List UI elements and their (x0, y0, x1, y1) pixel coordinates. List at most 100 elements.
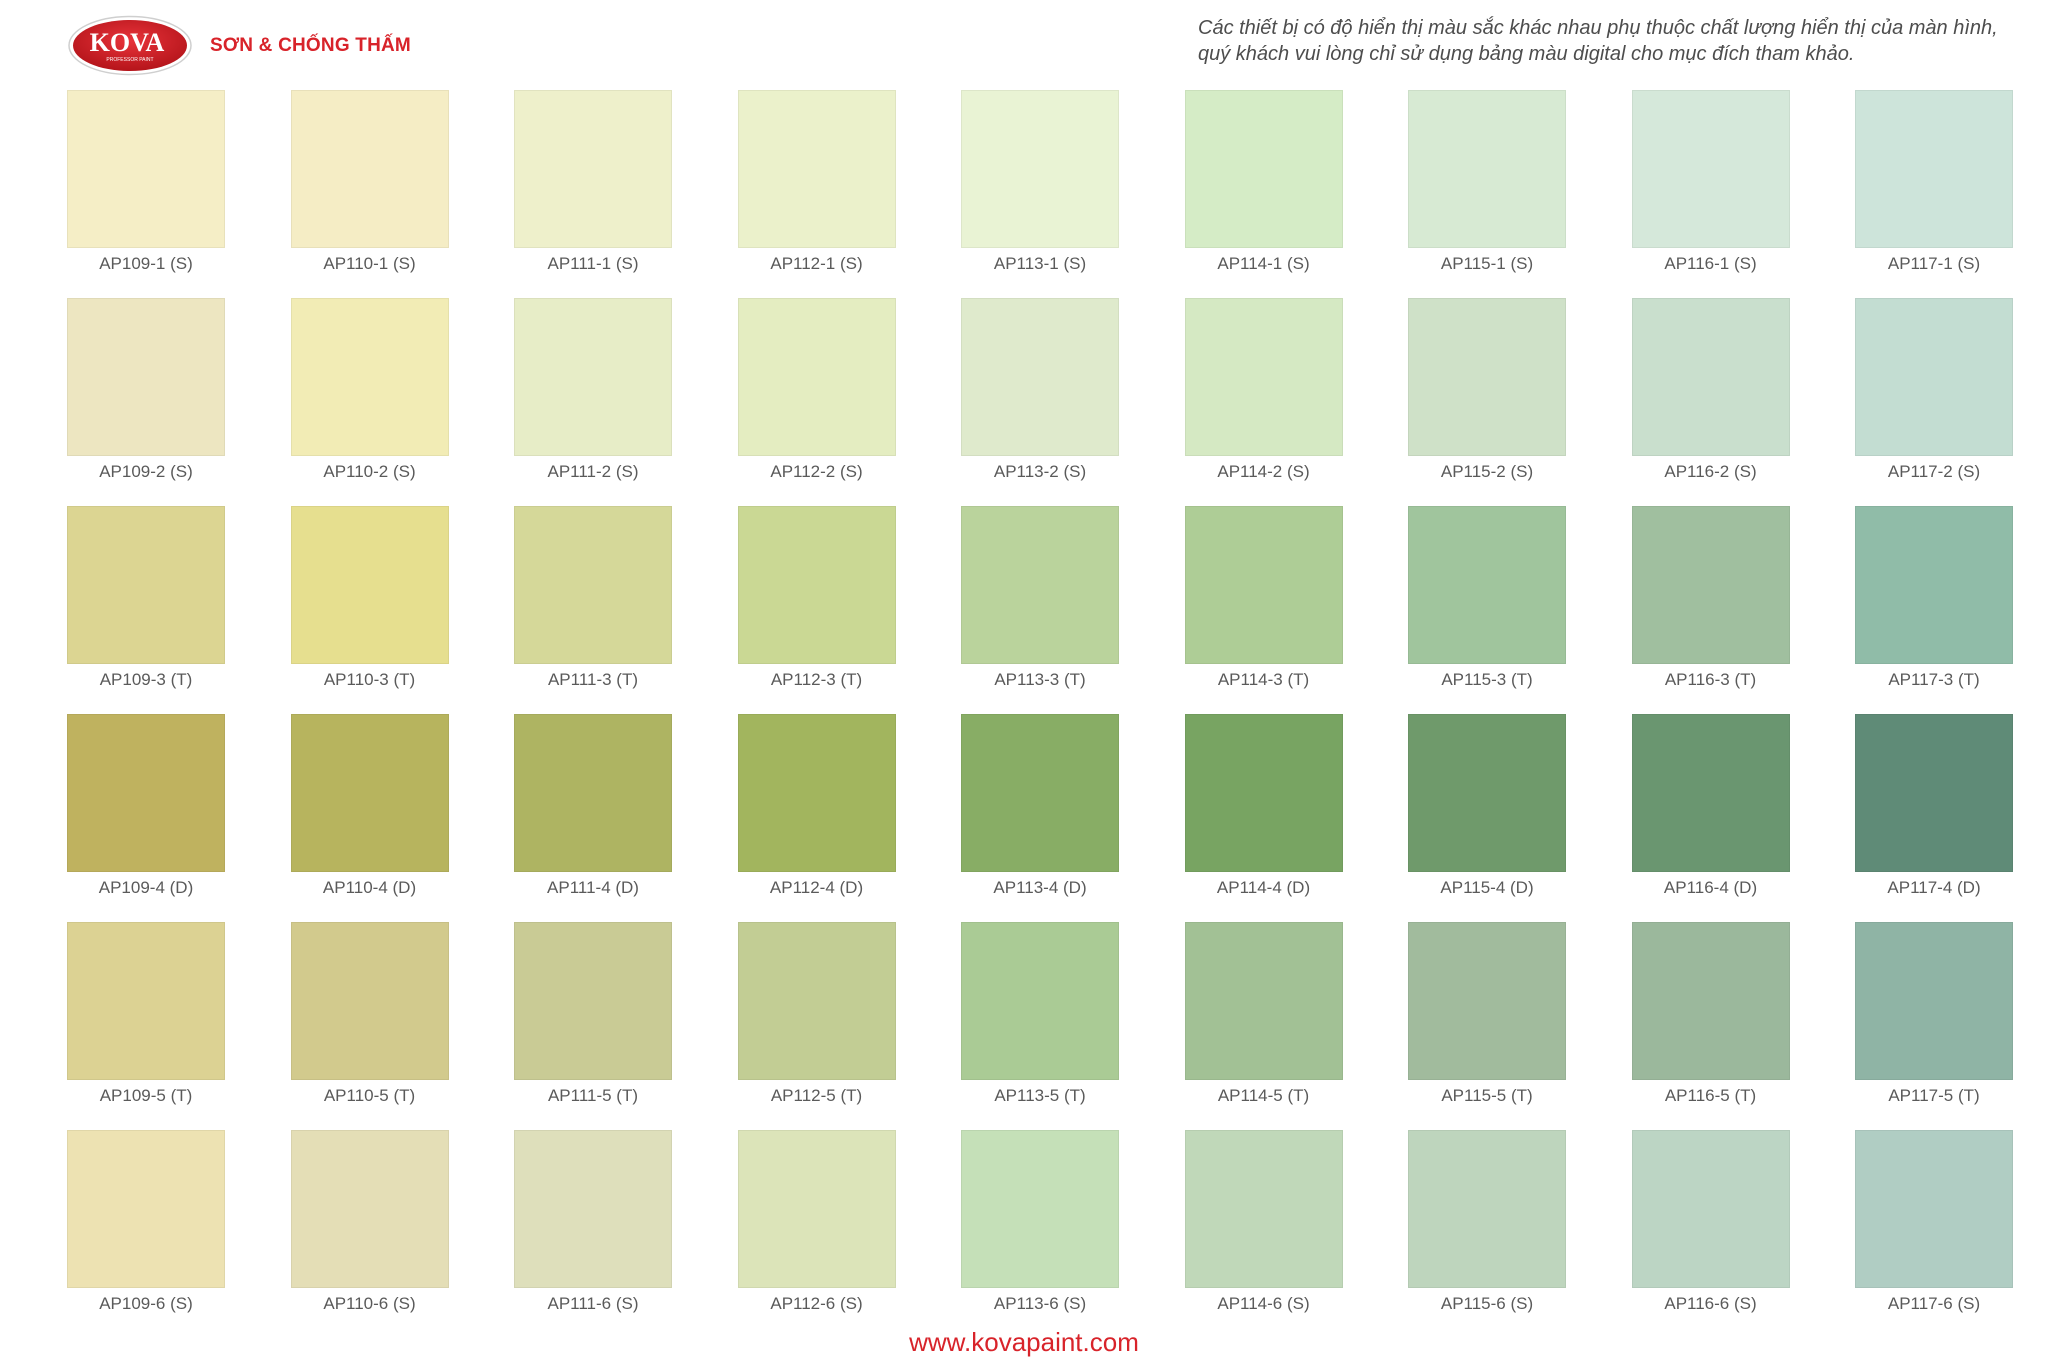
color-swatch[interactable]: AP117-6 (S) (1855, 1130, 2013, 1338)
swatch-chip[interactable] (737, 506, 896, 664)
color-swatch[interactable]: AP115-2 (S) (1408, 298, 1566, 506)
color-swatch[interactable]: AP116-6 (S) (1631, 1130, 1790, 1338)
swatch-chip[interactable] (290, 1130, 449, 1288)
swatch-chip[interactable] (67, 922, 225, 1080)
color-swatch[interactable]: AP111-5 (T) (514, 922, 672, 1130)
swatch-chip[interactable] (1184, 506, 1343, 664)
color-swatch[interactable]: AP113-4 (D) (961, 714, 1119, 922)
swatch-chip[interactable] (1631, 298, 1790, 456)
swatch-chip[interactable] (67, 90, 225, 248)
swatch-chip[interactable] (1631, 714, 1790, 872)
swatch-chip[interactable] (1855, 90, 2013, 248)
swatch-chip[interactable] (514, 298, 672, 456)
color-swatch[interactable]: AP110-1 (S) (290, 90, 449, 298)
swatch-chip[interactable] (737, 714, 896, 872)
color-swatch[interactable]: AP115-3 (T) (1408, 506, 1566, 714)
swatch-chip[interactable] (1184, 90, 1343, 248)
swatch-chip[interactable] (737, 1130, 896, 1288)
swatch-chip[interactable] (67, 714, 225, 872)
color-swatch[interactable]: AP110-6 (S) (290, 1130, 449, 1338)
color-swatch[interactable]: AP110-2 (S) (290, 298, 449, 506)
color-swatch[interactable]: AP110-3 (T) (290, 506, 449, 714)
swatch-chip[interactable] (1631, 506, 1790, 664)
swatch-chip[interactable] (290, 506, 449, 664)
swatch-chip[interactable] (1855, 506, 2013, 664)
color-swatch[interactable]: AP113-3 (T) (961, 506, 1119, 714)
color-swatch[interactable]: AP115-6 (S) (1408, 1130, 1566, 1338)
color-swatch[interactable]: AP111-6 (S) (514, 1130, 672, 1338)
swatch-chip[interactable] (961, 714, 1119, 872)
color-swatch[interactable]: AP115-4 (D) (1408, 714, 1566, 922)
color-swatch[interactable]: AP113-5 (T) (961, 922, 1119, 1130)
swatch-chip[interactable] (290, 90, 449, 248)
color-swatch[interactable]: AP110-5 (T) (290, 922, 449, 1130)
color-swatch[interactable]: AP116-2 (S) (1631, 298, 1790, 506)
swatch-chip[interactable] (1855, 1130, 2013, 1288)
swatch-chip[interactable] (1408, 506, 1566, 664)
swatch-chip[interactable] (514, 714, 672, 872)
swatch-chip[interactable] (1408, 1130, 1566, 1288)
color-swatch[interactable]: AP113-2 (S) (961, 298, 1119, 506)
swatch-chip[interactable] (514, 90, 672, 248)
color-swatch[interactable]: AP116-1 (S) (1631, 90, 1790, 298)
color-swatch[interactable]: AP109-6 (S) (67, 1130, 225, 1338)
website-link[interactable]: www.kovapaint.com (909, 1327, 1139, 1357)
color-swatch[interactable]: AP116-4 (D) (1631, 714, 1790, 922)
swatch-chip[interactable] (961, 1130, 1119, 1288)
color-swatch[interactable]: AP112-6 (S) (737, 1130, 896, 1338)
color-swatch[interactable]: AP111-2 (S) (514, 298, 672, 506)
swatch-chip[interactable] (1184, 298, 1343, 456)
swatch-chip[interactable] (514, 1130, 672, 1288)
swatch-chip[interactable] (961, 298, 1119, 456)
color-swatch[interactable]: AP110-4 (D) (290, 714, 449, 922)
color-swatch[interactable]: AP112-2 (S) (737, 298, 896, 506)
color-swatch[interactable]: AP117-1 (S) (1855, 90, 2013, 298)
color-swatch[interactable]: AP109-3 (T) (67, 506, 225, 714)
swatch-chip[interactable] (1855, 298, 2013, 456)
kova-logo[interactable]: KOVA PROFESSOR PAINT (67, 15, 193, 76)
color-swatch[interactable]: AP112-1 (S) (737, 90, 896, 298)
swatch-chip[interactable] (737, 90, 896, 248)
swatch-chip[interactable] (290, 298, 449, 456)
swatch-chip[interactable] (1408, 90, 1566, 248)
swatch-chip[interactable] (1408, 714, 1566, 872)
swatch-chip[interactable] (1184, 1130, 1343, 1288)
color-swatch[interactable]: AP111-3 (T) (514, 506, 672, 714)
color-swatch[interactable]: AP114-6 (S) (1184, 1130, 1343, 1338)
swatch-chip[interactable] (961, 506, 1119, 664)
color-swatch[interactable]: AP115-5 (T) (1408, 922, 1566, 1130)
color-swatch[interactable]: AP113-1 (S) (961, 90, 1119, 298)
swatch-chip[interactable] (1631, 90, 1790, 248)
color-swatch[interactable]: AP114-4 (D) (1184, 714, 1343, 922)
color-swatch[interactable]: AP109-4 (D) (67, 714, 225, 922)
swatch-chip[interactable] (290, 922, 449, 1080)
swatch-chip[interactable] (67, 298, 225, 456)
color-swatch[interactable]: AP112-5 (T) (737, 922, 896, 1130)
swatch-chip[interactable] (514, 506, 672, 664)
swatch-chip[interactable] (67, 506, 225, 664)
color-swatch[interactable]: AP112-4 (D) (737, 714, 896, 922)
swatch-chip[interactable] (1408, 922, 1566, 1080)
swatch-chip[interactable] (290, 714, 449, 872)
color-swatch[interactable]: AP109-1 (S) (67, 90, 225, 298)
color-swatch[interactable]: AP112-3 (T) (737, 506, 896, 714)
swatch-chip[interactable] (1855, 922, 2013, 1080)
color-swatch[interactable]: AP117-3 (T) (1855, 506, 2013, 714)
swatch-chip[interactable] (1408, 298, 1566, 456)
color-swatch[interactable]: AP116-3 (T) (1631, 506, 1790, 714)
swatch-chip[interactable] (1631, 922, 1790, 1080)
color-swatch[interactable]: AP116-5 (T) (1631, 922, 1790, 1130)
color-swatch[interactable]: AP117-4 (D) (1855, 714, 2013, 922)
color-swatch[interactable]: AP109-2 (S) (67, 298, 225, 506)
swatch-chip[interactable] (1184, 714, 1343, 872)
swatch-chip[interactable] (514, 922, 672, 1080)
color-swatch[interactable]: AP115-1 (S) (1408, 90, 1566, 298)
swatch-chip[interactable] (1855, 714, 2013, 872)
swatch-chip[interactable] (961, 90, 1119, 248)
color-swatch[interactable]: AP117-2 (S) (1855, 298, 2013, 506)
color-swatch[interactable]: AP114-5 (T) (1184, 922, 1343, 1130)
swatch-chip[interactable] (1184, 922, 1343, 1080)
color-swatch[interactable]: AP109-5 (T) (67, 922, 225, 1130)
swatch-chip[interactable] (1631, 1130, 1790, 1288)
color-swatch[interactable]: AP114-3 (T) (1184, 506, 1343, 714)
